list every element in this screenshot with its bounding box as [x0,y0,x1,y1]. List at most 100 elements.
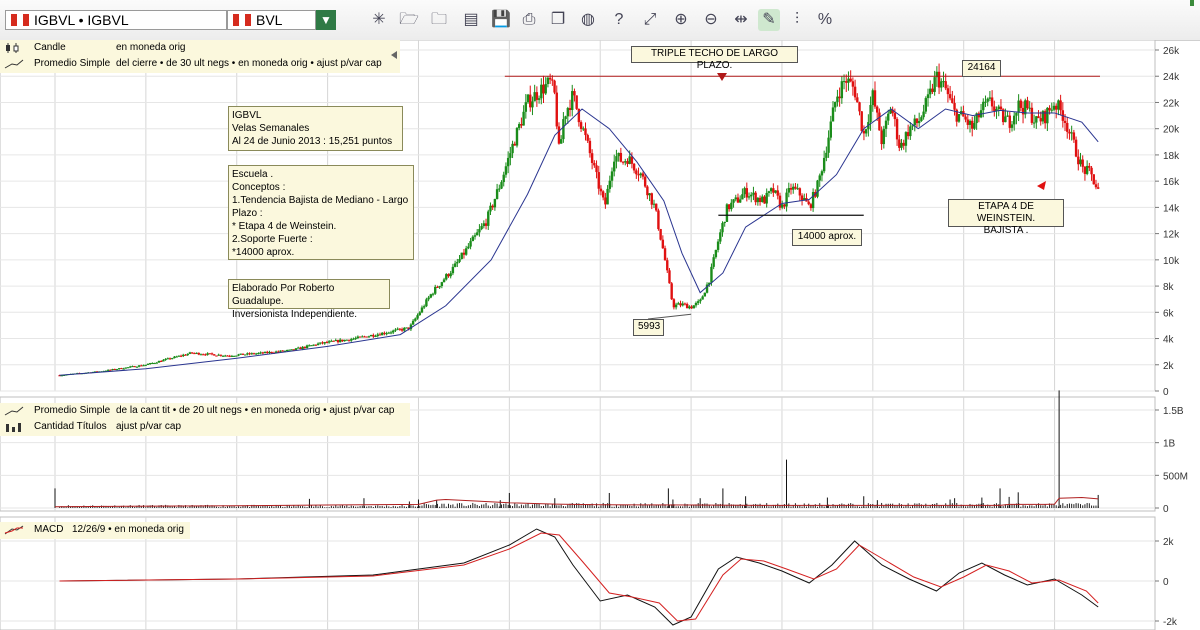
percent-icon[interactable]: % [817,11,833,28]
exchange-selector[interactable]: BVL [227,10,316,30]
candle-body [727,204,731,210]
candle-body [204,354,207,356]
legend-volume-ma[interactable]: Promedio Simple de la cant tit • de 20 u… [0,403,410,419]
candle-body [1008,115,1011,128]
candle-body [524,102,528,112]
candle-body [230,355,234,357]
globe-icon[interactable]: ◍ [581,11,595,28]
triple-top-arrow-icon [717,73,727,81]
symbol-selector[interactable]: IGBVL • IGBVL [5,10,227,30]
candle-body [151,362,154,364]
triple-top-callout[interactable]: TRIPLE TECHO DE LARGO PLAZO. [631,46,798,71]
candle-body [294,348,298,350]
candle-body [263,351,267,354]
candle-body [257,353,260,355]
candle-body [590,153,594,163]
candle-body [60,375,63,377]
candle-body [606,188,609,205]
candle-body [738,199,742,203]
candle-body [559,139,563,144]
candle-body [140,365,143,367]
candle-body [977,113,981,118]
candle-body [681,303,684,306]
candle-body [206,353,209,355]
candle-body [1001,109,1005,123]
candle-body [984,101,987,103]
candle-body [898,139,901,148]
candle-body [464,248,468,255]
candle-body [842,81,846,83]
candle-body [1004,116,1007,123]
candle-body [330,340,333,342]
legend-macd[interactable]: MACD 12/26/9 • en moneda orig [0,522,190,538]
candle-body [350,339,353,341]
candle-body [792,186,795,190]
candle-body [447,274,450,277]
fit-width-icon[interactable]: ⇹ [734,11,748,28]
candle-body [166,358,170,360]
price-tick-label: 22k [1163,98,1180,109]
volume-tick-label: 0 [1163,504,1169,515]
info-note[interactable]: IGBVL Velas Semanales Al 24 de Junio 201… [228,106,403,151]
candle-body [761,196,764,202]
candle-body [624,161,627,163]
candle-body [971,120,974,129]
candle-body [750,194,753,197]
zoom-in-icon[interactable]: ⊕ [674,11,688,28]
help-icon[interactable]: ? [614,11,624,28]
candle-body [228,355,231,357]
candle-body [420,307,424,313]
candle-body [246,353,249,355]
legend-price-ma[interactable]: Promedio Simple del cierre • de 30 ult n… [0,56,400,72]
candle-body [597,172,600,189]
export-folder-icon[interactable]: 🗀 [430,11,447,28]
indicators-icon[interactable]: ⫶ [794,11,799,28]
candle-body [380,332,384,336]
candle-body [341,339,344,342]
candle-body [626,161,629,164]
candle-body [909,126,912,137]
macd-signal-line [59,532,1099,622]
save-icon[interactable]: 💾 [491,11,511,28]
candle-body [818,175,821,181]
fullscreen-icon[interactable]: ⤢ [643,11,657,28]
candle-body [345,339,349,341]
collapse-legend-icon[interactable] [390,50,398,60]
support-callout[interactable]: 14000 aprox. [792,229,862,246]
candle-body [299,347,302,350]
print-preview-icon[interactable]: ▤ [463,11,479,28]
zoom-out-icon[interactable]: ⊖ [704,11,718,28]
new-chart-icon[interactable]: ✳ [372,11,386,28]
candle-body [652,203,656,205]
exchange-dropdown-button[interactable]: ▼ [316,10,336,30]
legend-macd-desc: 12/26/9 • en moneda orig [72,524,184,535]
print-icon[interactable]: ⎙ [522,11,536,28]
author-note[interactable]: Elaborado Por Roberto Guadalupe. Inversi… [228,279,390,320]
legend-volume-bars[interactable]: Cantidad Títulos ajust p/var cap [0,419,410,435]
draw-tool-icon[interactable]: ✎ [758,9,780,31]
candle-body [1079,159,1082,165]
candle-body [807,201,810,205]
candle-body [515,127,519,146]
candle-body [1068,131,1071,134]
open-folder-icon[interactable]: 🗁 [399,11,419,28]
candle-body [800,195,804,201]
low-callout[interactable]: 5993 [633,319,664,336]
candle-body [193,353,196,355]
candle-body [668,270,671,284]
peak-callout[interactable]: 24164 [962,60,1001,77]
candle-body [619,152,623,162]
chart-area[interactable]: 0 2k 4k 6k 8k 10k 12k 14k 16k 18k 20k 22k 24k 26k 0 500… [0,40,1200,630]
candle-body [754,192,757,203]
candle-body [190,352,194,354]
candle-body [853,86,857,98]
school-note[interactable]: Escuela . Conceptos : 1.Tendencia Bajist… [228,165,414,260]
legend-candle[interactable]: Candle en moneda orig [0,40,400,56]
candle-body [332,340,335,342]
candle-body [688,306,691,309]
copy-icon[interactable]: ❐ [550,11,566,28]
legend-candle-desc: en moneda orig [116,42,186,53]
candle-body [411,320,415,325]
candle-body [239,353,242,355]
stage4-callout[interactable]: ETAPA 4 DE WEINSTEIN. BAJISTA . [948,199,1064,236]
